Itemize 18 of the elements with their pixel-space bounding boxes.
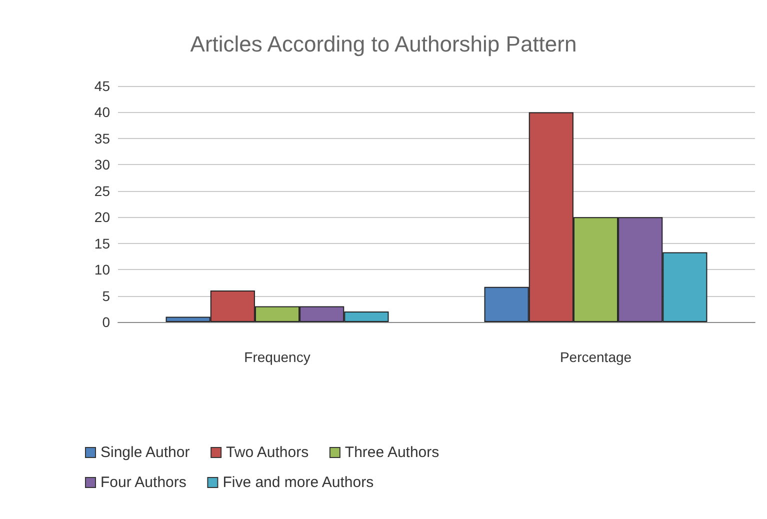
y-tick-label: 20 <box>94 209 110 226</box>
y-tick-label: 45 <box>94 78 110 94</box>
y-tick-label: 10 <box>94 262 110 278</box>
y-tick-label: 30 <box>94 156 110 173</box>
y-tick-label: 40 <box>94 104 110 120</box>
legend-label: Single Author <box>100 444 190 461</box>
y-tick-label: 0 <box>102 314 110 330</box>
legend-label: Three Authors <box>344 444 440 461</box>
x-tick-label: Percentage <box>560 349 632 365</box>
y-tick-label: 35 <box>94 130 110 146</box>
y-tick-label: 25 <box>94 182 110 199</box>
y-tick-label: 5 <box>102 288 110 304</box>
legend-label: Four Authors <box>100 474 186 491</box>
y-tick-label: 15 <box>94 235 110 252</box>
legend-label: Two Authors <box>226 444 309 461</box>
legend-label: Five and more Authors <box>222 474 374 491</box>
chart-title: Articles According to Authorship Pattern <box>190 32 577 56</box>
x-tick-label: Frequency <box>244 349 310 365</box>
